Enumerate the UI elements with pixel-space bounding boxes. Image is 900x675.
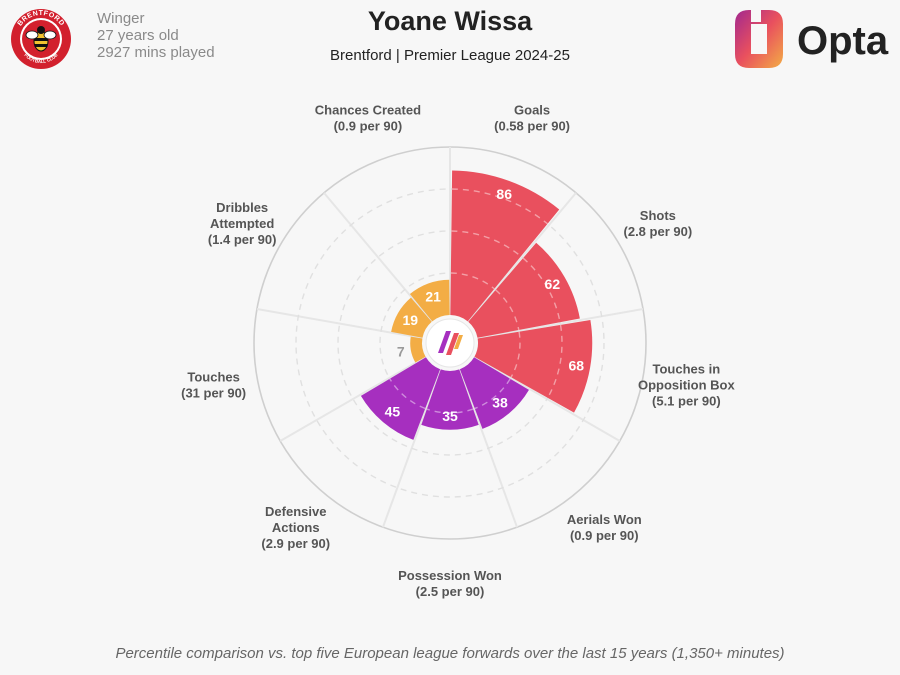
radar-values: 86 62 68 38 35 45 7 19 21 <box>385 186 585 424</box>
radar-spoke <box>279 356 427 442</box>
opta-wordmark: Opta <box>797 19 889 63</box>
radar-category-label: Touches (31 per 90) <box>181 370 246 401</box>
radar-category-label: Defensive Actions (2.9 per 90) <box>261 504 330 551</box>
center-logo-icon <box>425 318 475 368</box>
player-position: Winger <box>97 10 145 27</box>
radar-bar <box>450 170 560 322</box>
radar-category-label: Shots (2.8 per 90) <box>624 208 693 239</box>
chart-footnote: Percentile comparison vs. top five Europ… <box>115 645 785 662</box>
radar-value-label: 62 <box>545 276 561 292</box>
radar-bar <box>360 357 441 440</box>
player-info: Winger 27 years old 2927 mins played <box>97 10 215 61</box>
chart-title: Yoane Wissa <box>367 6 533 36</box>
radar-value-label: 45 <box>385 404 401 420</box>
radar-bar <box>410 336 426 363</box>
player-age: 27 years old <box>97 27 179 44</box>
radar-grid-ring <box>295 188 605 498</box>
radar-bars <box>360 170 593 440</box>
radar-value-label: 19 <box>402 312 418 328</box>
radar-value-label: 86 <box>496 186 512 202</box>
brentford-badge-icon: BRENTFORD FOOTBALL CLUB <box>11 9 71 69</box>
opta-logo-icon: Opta <box>735 10 889 68</box>
radar-value-label: 68 <box>569 357 585 373</box>
player-minutes: 2927 mins played <box>97 44 215 61</box>
radar-spoke <box>323 192 433 323</box>
radar-labels: Goals (0.58 per 90) Shots (2.8 per 90) Touch… <box>181 102 735 599</box>
radar-bar <box>474 320 593 413</box>
radar-category-label: Possession Won (2.5 per 90) <box>398 568 502 599</box>
radar-category-label: Chances Created (0.9 per 90) <box>315 102 421 133</box>
radar-category-label: Goals (0.58 per 90) <box>494 102 570 133</box>
radar-value-label: 7 <box>397 344 405 360</box>
radar-bar <box>459 357 529 429</box>
radar-bar <box>468 242 580 338</box>
radar-value-label: 21 <box>425 289 441 305</box>
radar-value-label: 38 <box>492 395 508 411</box>
radar-value-label: 35 <box>442 408 458 424</box>
chart-subtitle: Brentford | Premier League 2024-25 <box>330 47 570 64</box>
radar-spoke <box>256 307 423 340</box>
radar-bar <box>391 297 432 338</box>
radar-category-label: Dribbles Attempted (1.4 per 90) <box>208 200 277 247</box>
radar-category-label: Touches in Opposition Box (5.1 per 90) <box>638 362 736 409</box>
radar-bar <box>421 369 479 430</box>
radar-bar <box>409 279 450 322</box>
radar-category-label: Aerials Won (0.9 per 90) <box>567 512 642 543</box>
